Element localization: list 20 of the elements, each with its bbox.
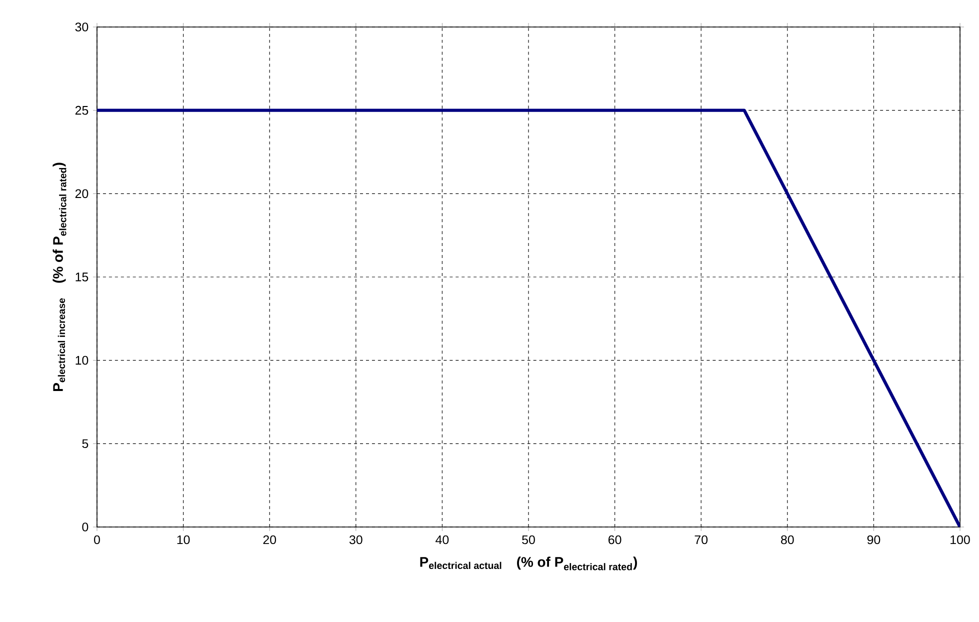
x-tick-label: 0: [94, 535, 100, 544]
y-tick-label: 0: [82, 522, 88, 532]
x-tick-label: 50: [522, 535, 535, 544]
x-tick-label: 30: [349, 535, 362, 544]
y-tick-label: 15: [76, 272, 88, 282]
x-tick-label: 10: [177, 535, 190, 544]
y-tick-label: 5: [82, 439, 88, 448]
x-tick-label: 90: [867, 535, 880, 544]
x-tick-label: 80: [781, 535, 794, 544]
x-tick-label: 20: [263, 535, 276, 544]
y-tick-label: 25: [75, 106, 88, 115]
x-tick-label: 60: [608, 535, 622, 544]
y-tick-label: 20: [75, 189, 88, 198]
x-tick-label: 100: [950, 535, 970, 544]
x-axis-title: $\text{P}_{\text{electrical actual}}\quad\text{(\% of P}_{\text{electrical rated}}\text{)}$: [420, 556, 637, 570]
x-tick-label: 40: [436, 535, 449, 544]
y-axis-title: $\text{P}_{\text{electrical increase}}\quad\text{(\% of P}_{\text{electrical rated}}\text{)}$: [52, 162, 66, 391]
y-tick-label: 30: [75, 22, 88, 32]
x-tick-label: 70: [694, 535, 708, 544]
y-tick-label: 10: [76, 356, 88, 365]
